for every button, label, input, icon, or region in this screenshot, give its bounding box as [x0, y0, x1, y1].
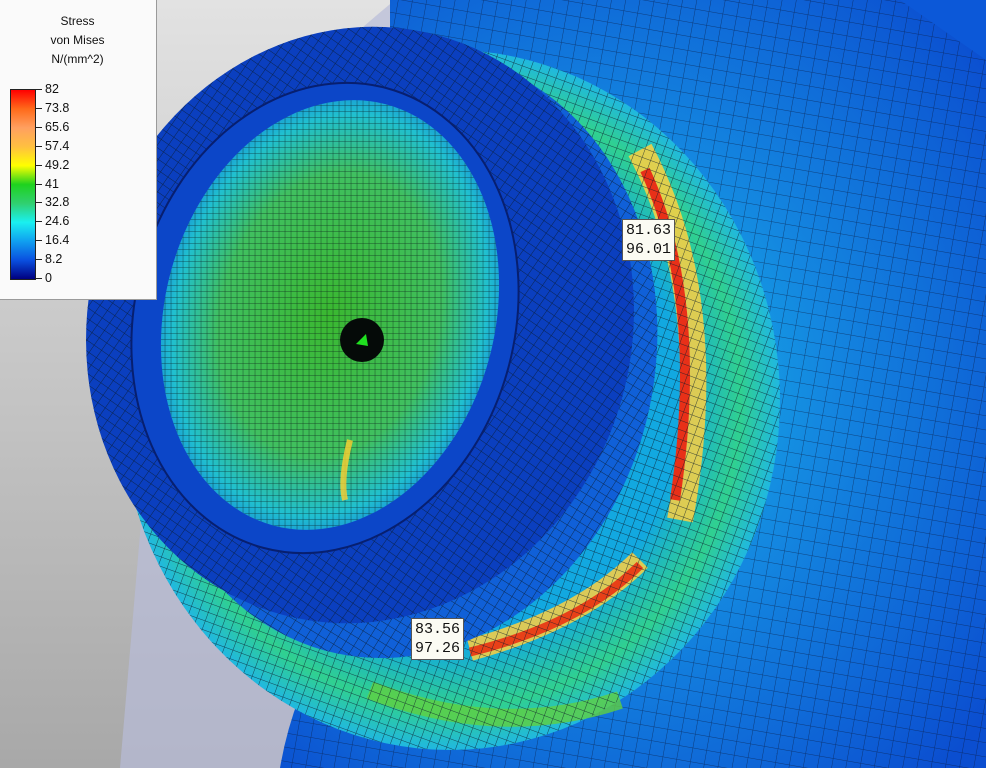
legend-tick — [36, 240, 42, 242]
legend-tick-label: 41 — [45, 176, 59, 191]
probe-label[interactable]: 83.56 97.26 — [411, 618, 465, 660]
legend-tick-label: 0 — [45, 271, 52, 285]
legend-tick-label: 24.6 — [45, 214, 70, 229]
probe-value: 97.26 — [415, 640, 461, 657]
legend-tick — [36, 202, 42, 204]
legend-units: N/(mm^2) — [51, 52, 104, 66]
legend-tick-label: 65.6 — [45, 119, 70, 134]
legend-tick — [36, 221, 42, 223]
legend-title: Stress von Mises N/(mm^2) — [20, 12, 135, 69]
legend-tick-label: 82 — [45, 82, 59, 96]
legend-tick — [36, 107, 42, 109]
legend-title-line: Stress — [60, 14, 95, 28]
legend-title-line: von Mises — [50, 33, 105, 47]
legend-tick — [36, 183, 42, 185]
probe-value: 83.56 — [415, 621, 461, 638]
legend-tick — [36, 126, 42, 128]
legend-tick-label: 73.8 — [45, 100, 70, 115]
legend-tick — [36, 278, 42, 279]
legend-tick — [36, 164, 42, 166]
legend-tick-label: 49.2 — [45, 157, 70, 172]
legend-tick-label: 8.2 — [45, 252, 63, 267]
color-scale-bar — [10, 89, 36, 280]
legend-tick — [36, 145, 42, 147]
constraint-marker-icon — [356, 334, 368, 346]
stress-legend: Stress von Mises N/(mm^2) 82 73.8 65.6 57.4… — [0, 0, 157, 300]
probe-value: 96.01 — [626, 241, 672, 258]
legend-tick-label: 16.4 — [45, 233, 70, 248]
bore-interior — [160, 100, 500, 530]
legend-tick — [36, 259, 42, 261]
legend-tick-label: 32.8 — [45, 195, 70, 210]
probe-label[interactable]: 81.63 96.01 — [622, 219, 676, 261]
probe-value: 81.63 — [626, 222, 672, 239]
legend-tick — [36, 89, 42, 90]
legend-tick-label: 57.4 — [45, 138, 70, 153]
